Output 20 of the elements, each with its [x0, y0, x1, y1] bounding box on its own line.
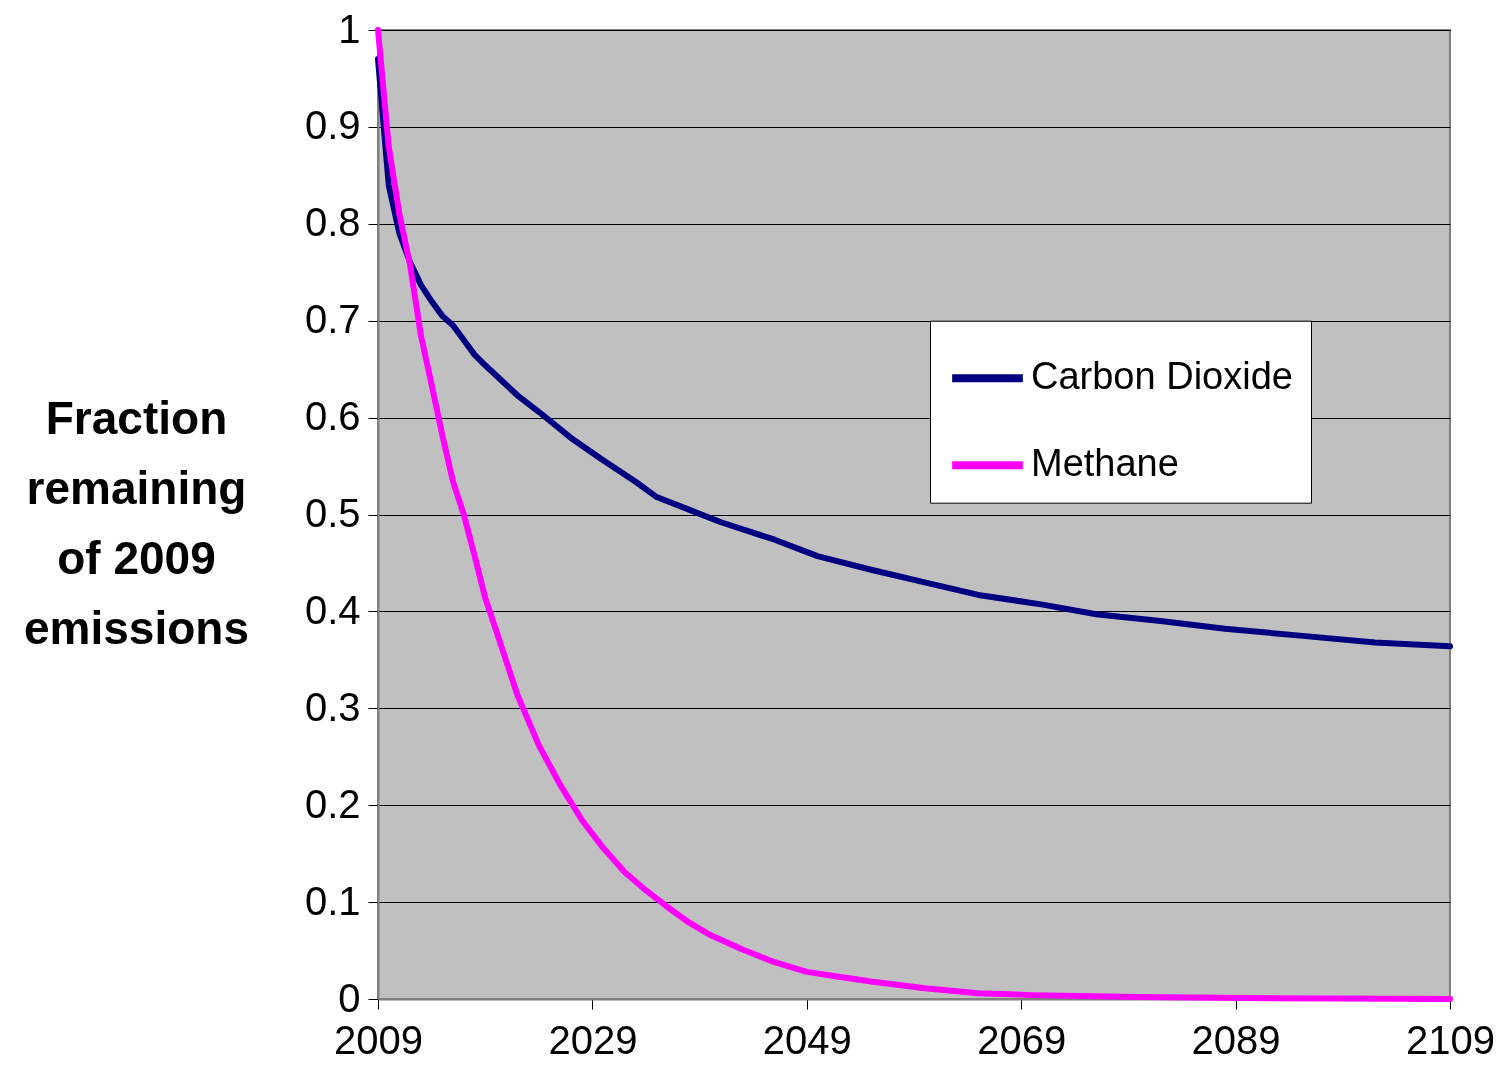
y-tick-label: 0.7 [304, 297, 361, 342]
x-tick-label: 2009 [334, 1017, 423, 1062]
y-tick-label: 1 [338, 6, 361, 51]
y-tick-label: 0.6 [304, 394, 361, 439]
y-axis-title: Fraction remaining of 2009 emissions [24, 392, 249, 654]
legend-label: Carbon Dioxide [1031, 355, 1293, 398]
x-tick-label: 2049 [762, 1017, 852, 1062]
x-tick-label: 2109 [1406, 1017, 1495, 1062]
y-tick-label: 0.5 [304, 491, 361, 535]
y-tick-label: 0.4 [304, 587, 361, 632]
y-tick-label: 0 [338, 975, 361, 1020]
x-tick-label: 2069 [977, 1017, 1067, 1062]
y-tick-label: 0.9 [304, 103, 361, 148]
y-tick-label: 0.8 [304, 200, 361, 245]
legend-label: Methane [1031, 442, 1179, 485]
y-tick-label: 0.3 [304, 684, 361, 729]
x-tick-label: 2089 [1191, 1017, 1281, 1062]
x-tick-label: 2029 [548, 1017, 638, 1062]
y-tick-label: 0.2 [304, 781, 361, 826]
y-tick-label: 0.1 [304, 878, 361, 923]
